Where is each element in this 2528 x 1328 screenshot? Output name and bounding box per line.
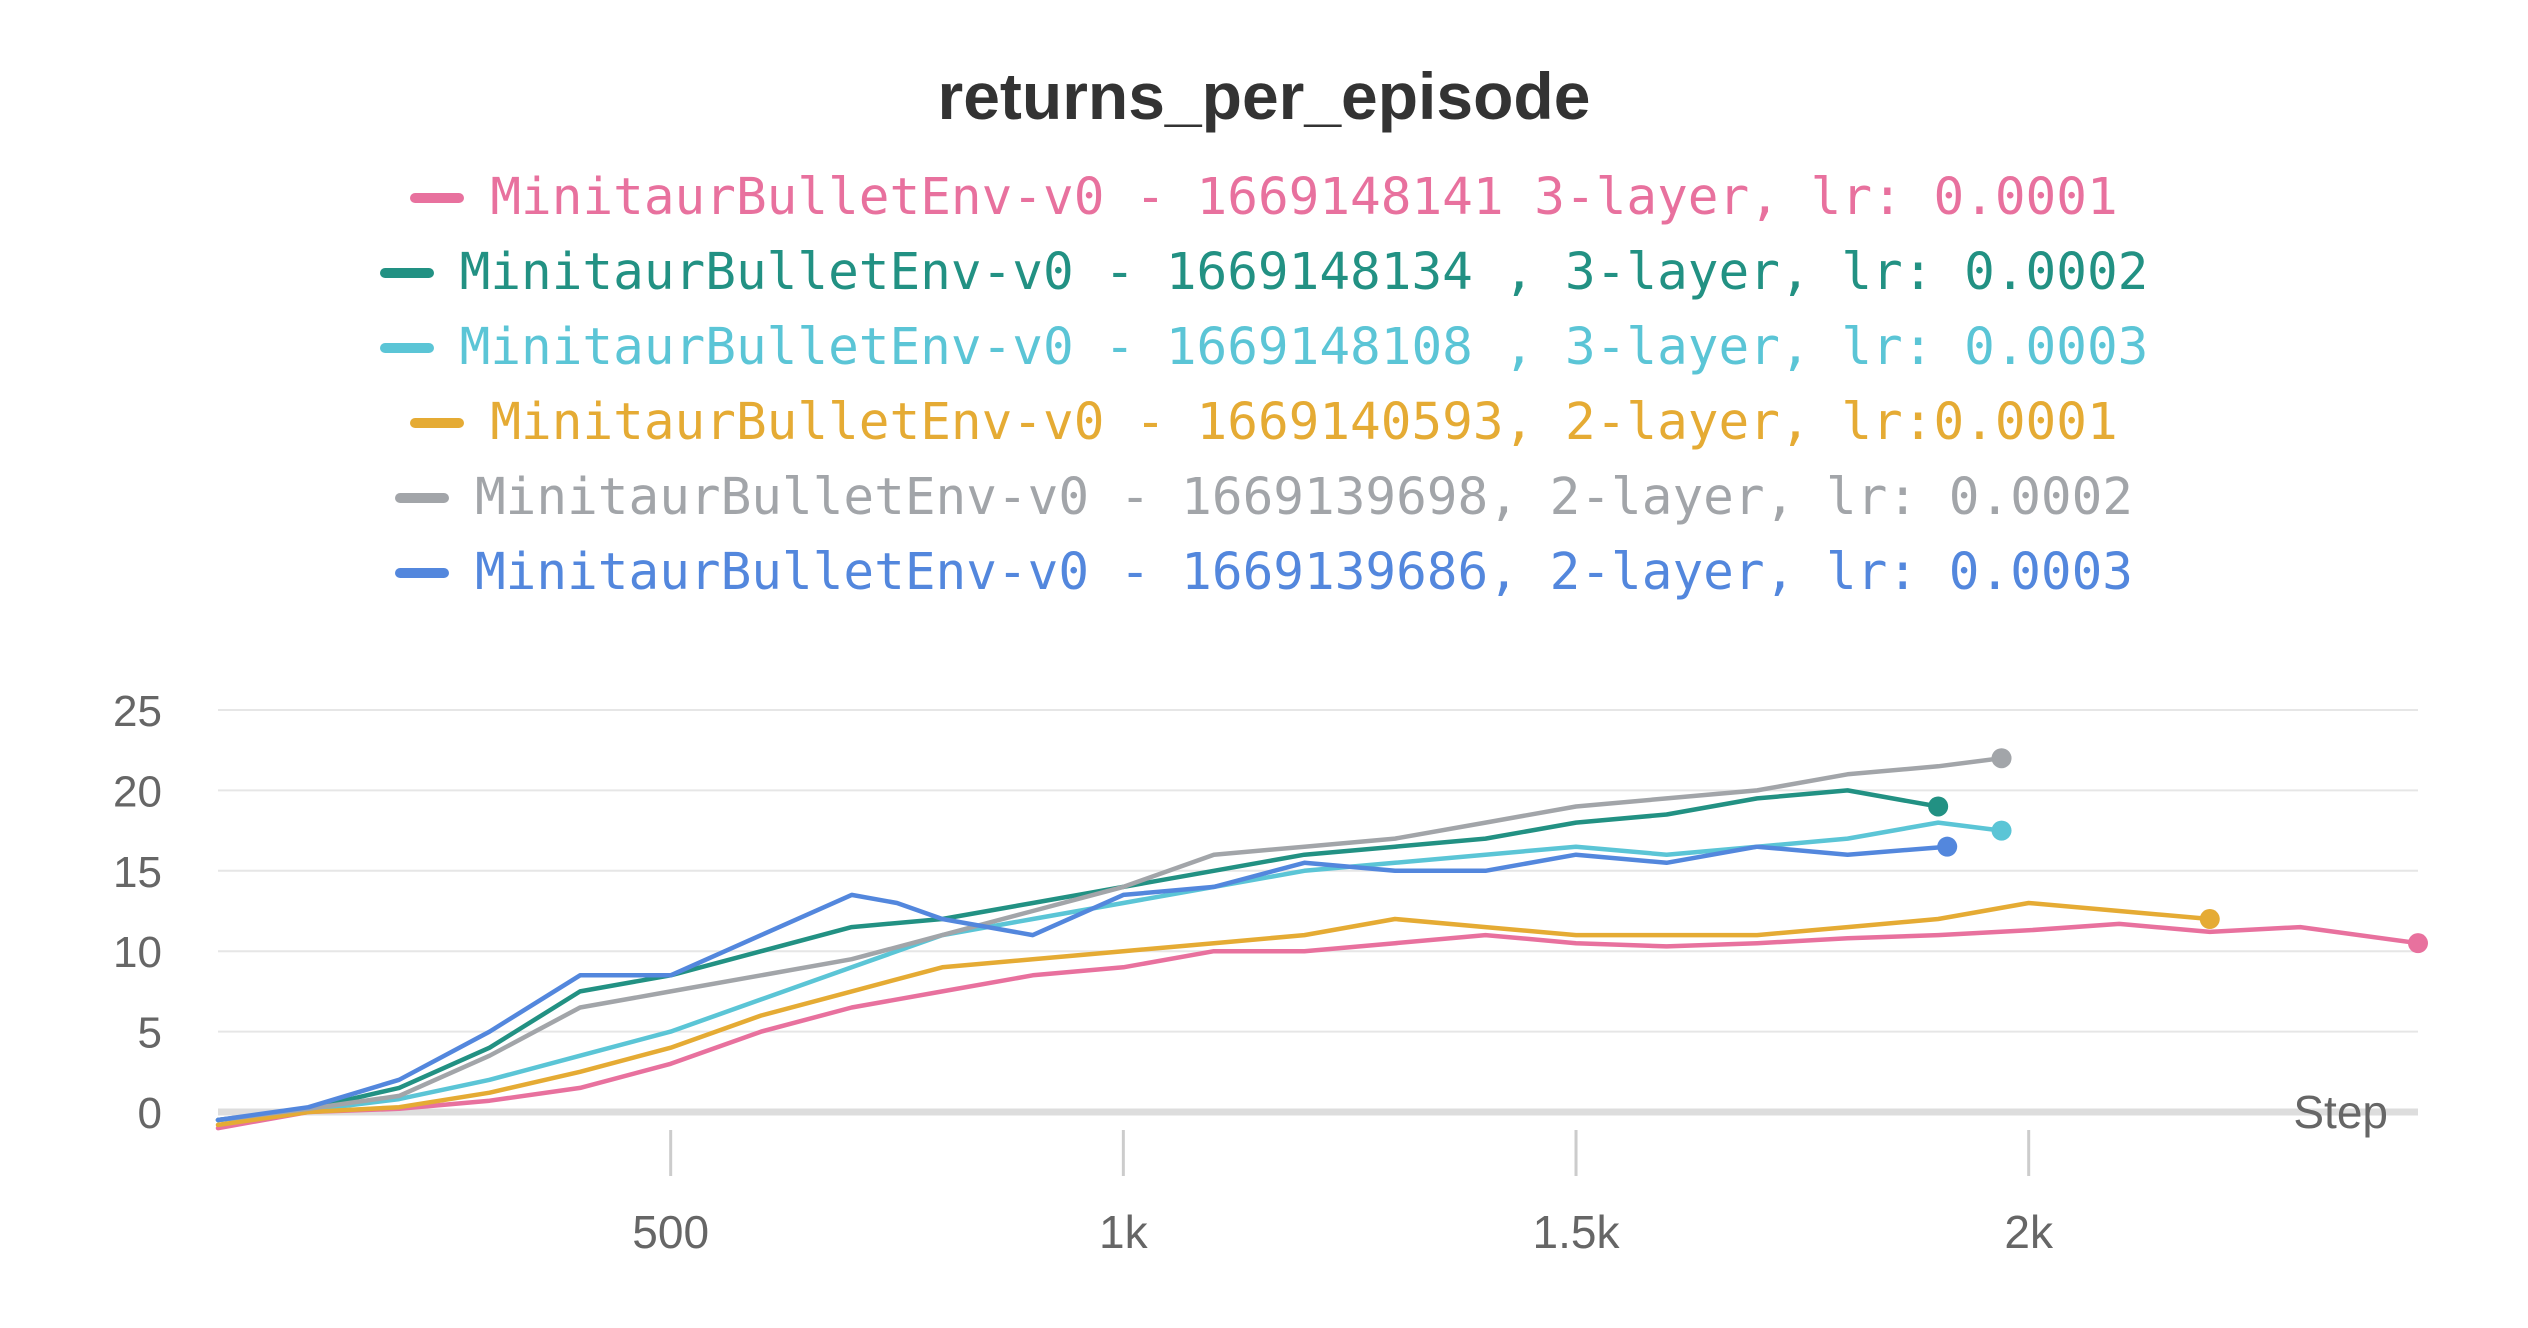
legend: MinitaurBulletEnv-v0 - 1669148141 3-laye… [0, 160, 2528, 610]
legend-swatch [379, 267, 434, 278]
chart-title: returns_per_episode [937, 59, 1591, 133]
x-tick-label: 2k [2004, 1206, 2054, 1258]
legend-item[interactable]: MinitaurBulletEnv-v0 - 1669139698, 2-lay… [394, 460, 2134, 535]
legend-label: MinitaurBulletEnv-v0 - 1669139698, 2-lay… [474, 468, 2134, 527]
series-line [215, 921, 2421, 1131]
series-line [215, 788, 1941, 1123]
legend-item[interactable]: MinitaurBulletEnv-v0 - 1669148134 , 3-la… [379, 235, 2149, 310]
legend-label: MinitaurBulletEnv-v0 - 1669148141 3-laye… [490, 168, 2118, 227]
legend-label: MinitaurBulletEnv-v0 - 1669140593, 2-lay… [490, 393, 2118, 452]
y-tick-label: 5 [138, 1009, 162, 1058]
y-tick-label: 15 [113, 848, 162, 897]
legend-label: MinitaurBulletEnv-v0 - 1669148134 , 3-la… [459, 243, 2149, 302]
legend-label: MinitaurBulletEnv-v0 - 1669148108 , 3-la… [459, 318, 2149, 377]
series-end-marker [1991, 748, 2012, 769]
y-tick-label: 10 [113, 928, 162, 977]
series-line [215, 844, 1950, 1123]
legend-item[interactable]: MinitaurBulletEnv-v0 - 1669139686, 2-lay… [394, 535, 2134, 610]
series-end-marker [1991, 820, 2012, 841]
series-end-marker [1937, 836, 1958, 857]
legend-swatch [410, 417, 465, 428]
legend-swatch [394, 492, 449, 503]
x-axis-label: Step [2293, 1086, 2388, 1138]
x-tick-label: 1k [1099, 1206, 1149, 1258]
x-tick-label: 500 [632, 1206, 709, 1258]
legend-swatch [394, 567, 449, 578]
legend-item[interactable]: MinitaurBulletEnv-v0 - 1669148108 , 3-la… [379, 310, 2149, 385]
legend-item[interactable]: MinitaurBulletEnv-v0 - 1669148141 3-laye… [410, 160, 2118, 235]
legend-swatch [410, 192, 465, 203]
y-tick-label: 20 [113, 767, 162, 816]
y-tick-label: 0 [138, 1089, 162, 1138]
series-line [215, 900, 2213, 1128]
legend-label: MinitaurBulletEnv-v0 - 1669139686, 2-lay… [474, 543, 2134, 602]
y-tick-label: 25 [113, 687, 162, 736]
series-end-marker [2199, 909, 2220, 930]
series-end-marker [2408, 933, 2428, 954]
legend-item[interactable]: MinitaurBulletEnv-v0 - 1669140593, 2-lay… [410, 385, 2118, 460]
x-tick-label: 1.5k [1533, 1206, 1621, 1258]
series-end-marker [1928, 796, 1949, 817]
series-line [215, 755, 2004, 1123]
legend-swatch [379, 342, 434, 353]
series-line [215, 820, 2004, 1123]
